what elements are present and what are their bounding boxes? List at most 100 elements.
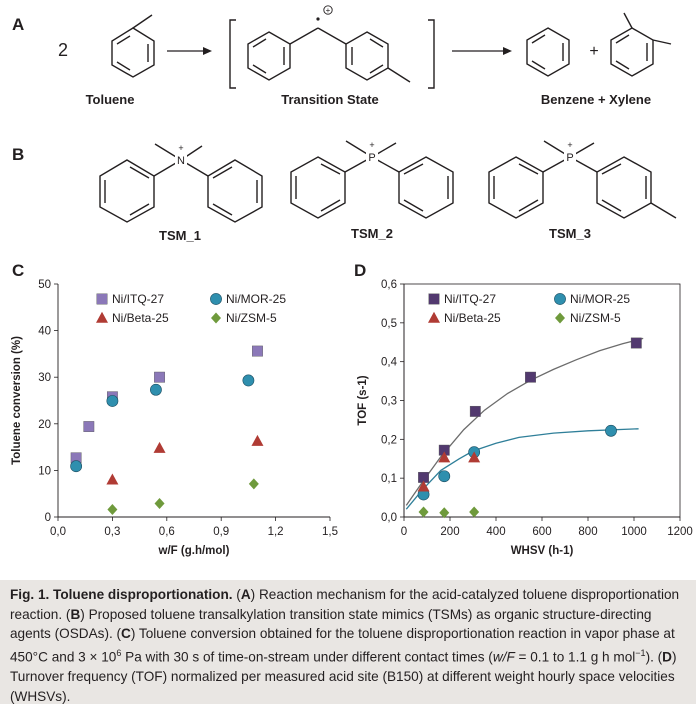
- data-point-ni-beta-25: [251, 434, 264, 446]
- data-point-ni-mor-25: [150, 383, 162, 396]
- tsm1-label: TSM_1: [159, 228, 201, 243]
- data-point-ni-zsm-5: [107, 504, 118, 516]
- panel-b-letter: B: [12, 145, 24, 164]
- xylene-molecule: [610, 12, 672, 77]
- caption-ref-a: A: [240, 587, 251, 602]
- tsm2-molecule: [290, 140, 454, 219]
- panel-c-letter: C: [12, 261, 24, 280]
- legend-marker-ni-itq-27: [428, 293, 440, 305]
- y-axis-label: TOF (s-1): [357, 375, 369, 425]
- atom-mask: [175, 152, 187, 165]
- y-tick-label: 0,6: [381, 279, 397, 291]
- legend-marker-ni-zsm-5: [555, 312, 565, 324]
- y-tick-label: 50: [38, 279, 51, 291]
- caption-text: ) Toluene conversion obtained for the to…: [10, 626, 675, 665]
- y-tick-label: 0,5: [381, 318, 397, 330]
- data-point-ni-mor-25: [70, 460, 83, 473]
- data-point-ni-mor-25: [106, 395, 119, 407]
- x-tick-label: 1000: [621, 526, 647, 538]
- caption-italic-wf: w/F: [492, 649, 515, 665]
- legend-label-ni-itq-27: Ni/ITQ-27: [444, 292, 496, 306]
- x-tick-label: 0,0: [50, 526, 66, 538]
- data-point-ni-itq-27: [252, 345, 263, 357]
- fit-curve: [405, 428, 639, 510]
- x-tick-label: 0,9: [213, 526, 229, 538]
- y-axis-label: Toluene conversion (%): [11, 336, 23, 465]
- legend-label-ni-mor-25: Ni/MOR-25: [570, 292, 630, 306]
- legend-label-ni-zsm-5: Ni/ZSM-5: [226, 311, 277, 325]
- benzene-molecule: [526, 27, 570, 77]
- x-tick-label: 1200: [667, 526, 693, 538]
- cation-center: [316, 17, 320, 21]
- tsm2-phosphorus: P: [368, 152, 375, 164]
- reaction-arrow-1: [167, 47, 212, 55]
- data-point-ni-itq-27: [525, 371, 536, 383]
- tsm2-label: TSM_2: [351, 226, 393, 241]
- x-tick-label: 1,5: [322, 526, 338, 538]
- y-tick-label: 20: [38, 419, 51, 431]
- legend-marker-ni-beta-25: [428, 311, 440, 323]
- panel-a-letter: A: [12, 15, 24, 34]
- tsm1-nitrogen: N: [177, 155, 185, 167]
- legend-label-ni-zsm-5: Ni/ZSM-5: [570, 311, 621, 325]
- reaction-arrow-2: [452, 47, 512, 55]
- tsm1-charge: +: [178, 143, 183, 153]
- x-tick-label: 0,3: [104, 526, 120, 538]
- y-tick-label: 0,3: [381, 396, 397, 408]
- chart-c: 0 10 20 30 40 50 0,0 0,3 0,6 0,9 1,2 1,5 w/F (g.h/mo…: [11, 279, 338, 557]
- x-tick-label: 0: [401, 526, 407, 538]
- caption-text: ) Turnover frequency (TOF) normalized pe…: [10, 649, 677, 704]
- caption-ref-b: B: [70, 606, 81, 622]
- data-point-ni-mor-25: [438, 470, 451, 483]
- legend-label-ni-itq-27: Ni/ITQ-27: [112, 292, 164, 306]
- legend-label-ni-beta-25: Ni/Beta-25: [112, 311, 169, 325]
- y-tick-label: 40: [38, 326, 51, 338]
- x-axis-label: w/F (g.h/mol): [158, 545, 230, 557]
- x-tick-label: 800: [578, 526, 597, 538]
- y-tick-label: 10: [38, 465, 51, 477]
- data-point-ni-zsm-5: [154, 497, 165, 509]
- tsm3-charge: +: [567, 140, 572, 150]
- data-point-ni-itq-27: [154, 371, 165, 383]
- caption-ref-c: C: [121, 626, 131, 642]
- data-point-ni-itq-27: [469, 405, 481, 417]
- fit-curve: [405, 337, 644, 506]
- data-point-ni-mor-25: [605, 424, 617, 437]
- data-point-ni-beta-25: [417, 480, 430, 492]
- x-axis-label: WHSV (h-1): [511, 545, 574, 557]
- y-tick-label: 0,0: [381, 512, 397, 524]
- products-label: Benzene + Xylene: [541, 92, 651, 107]
- data-point-ni-zsm-5: [248, 478, 259, 490]
- caption-text: ) Proposed toluene transalkylation trans…: [10, 606, 652, 642]
- legend-label-ni-mor-25: Ni/MOR-25: [226, 292, 286, 306]
- legend-marker-ni-zsm-5: [211, 312, 221, 324]
- cation-charge: [323, 5, 333, 15]
- y-tick-label: 30: [38, 372, 51, 384]
- legend-marker-ni-mor-25: [210, 293, 222, 305]
- legend-marker-ni-beta-25: [96, 311, 108, 323]
- caption-background: [0, 580, 696, 704]
- toluene-molecule: [111, 14, 155, 78]
- tsm3-phosphorus: P: [566, 152, 573, 164]
- caption-superscript: 6: [116, 647, 122, 658]
- caption-ref-d: D: [662, 649, 672, 665]
- caption-text: (: [232, 587, 241, 602]
- data-point-ni-beta-25: [438, 451, 451, 463]
- data-point-ni-itq-27: [83, 421, 95, 432]
- caption-text: ). (: [645, 649, 663, 665]
- caption-fig-label: Fig. 1. Toluene disproportionation.: [10, 587, 233, 602]
- cation-charge-sign: +: [326, 6, 331, 15]
- y-tick-label: 0,1: [381, 473, 397, 485]
- plus-sign: +: [589, 43, 598, 60]
- x-tick-label: 400: [486, 526, 505, 538]
- data-point-ni-zsm-5: [469, 506, 480, 518]
- figure-canvas: A 2 Toluene + Transition State: [11, 5, 693, 557]
- data-point-ni-mor-25: [242, 374, 255, 387]
- legend-label-ni-beta-25: Ni/Beta-25: [444, 311, 501, 325]
- chart-d: 0,0 0,1 0,2 0,3 0,4 0,5 0,6 0 200 400 600 800 1000 12…: [357, 279, 693, 557]
- caption-text: Pa with 30 s of time-on-stream under dif…: [121, 649, 493, 665]
- transition-state-label: Transition State: [281, 92, 379, 107]
- x-tick-label: 600: [532, 526, 551, 538]
- data-point-ni-zsm-5: [439, 507, 450, 519]
- data-point-ni-zsm-5: [418, 506, 429, 518]
